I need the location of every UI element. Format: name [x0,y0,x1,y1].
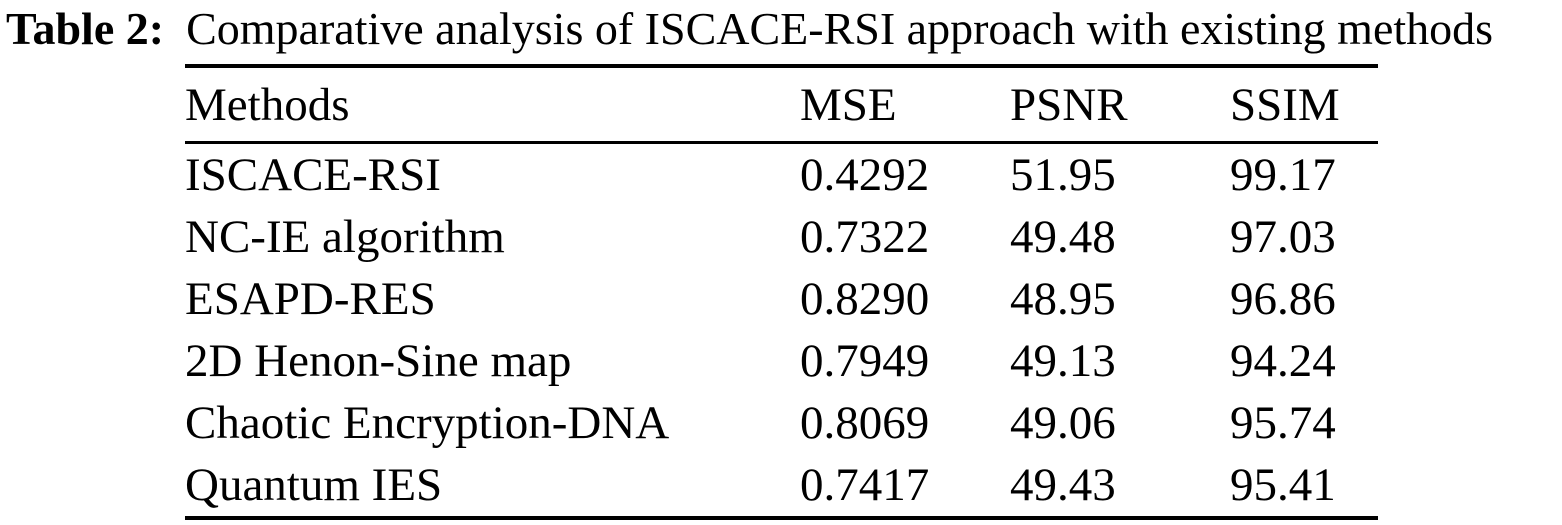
cell-mse: 0.8069 [800,397,930,449]
cell-method: ESAPD-RES [185,273,436,325]
cell-ssim: 94.24 [1230,335,1336,387]
table-caption-text: Comparative analysis of ISCACE-RSI appro… [186,3,1494,54]
column-header-mse: MSE [800,78,897,131]
cell-psnr: 51.95 [1010,149,1116,201]
results-table-container: Methods MSE PSNR SSIM ISCACE-RSI 0.4292 … [185,64,1378,520]
cell-psnr: 49.43 [1010,459,1116,511]
header-row: Methods MSE PSNR SSIM [185,66,1378,143]
cell-method: Quantum IES [185,459,443,511]
column-header-methods: Methods [185,78,350,131]
column-header-ssim: SSIM [1230,78,1340,131]
cell-ssim: 99.17 [1230,149,1336,201]
cell-mse: 0.7949 [800,335,930,387]
table-row: Chaotic Encryption-DNA 0.8069 49.06 95.7… [185,392,1378,454]
cell-method: ISCACE-RSI [185,149,441,201]
table-caption-label: Table 2: [6,3,165,54]
cell-ssim: 95.41 [1230,459,1336,511]
table-row: 2D Henon-Sine map 0.7949 49.13 94.24 [185,330,1378,392]
table-row: NC-IE algorithm 0.7322 49.48 97.03 [185,206,1378,268]
cell-method: Chaotic Encryption-DNA [185,397,670,449]
cell-mse: 0.8290 [800,273,930,325]
cell-method: 2D Henon-Sine map [185,335,572,387]
cell-method: NC-IE algorithm [185,211,505,263]
table-caption: Table 2: Comparative analysis of ISCACE-R… [6,0,1562,58]
table-row: ESAPD-RES 0.8290 48.95 96.86 [185,268,1378,330]
cell-psnr: 49.06 [1010,397,1116,449]
cell-mse: 0.7322 [800,211,930,263]
column-header-psnr: PSNR [1010,78,1128,131]
cell-mse: 0.4292 [800,149,930,201]
cell-ssim: 97.03 [1230,211,1336,263]
cell-ssim: 96.86 [1230,273,1336,325]
table-row: ISCACE-RSI 0.4292 51.95 99.17 [185,143,1378,207]
cell-psnr: 49.13 [1010,335,1116,387]
cell-psnr: 49.48 [1010,211,1116,263]
table-row: Quantum IES 0.7417 49.43 95.41 [185,454,1378,518]
cell-psnr: 48.95 [1010,273,1116,325]
results-table: Methods MSE PSNR SSIM ISCACE-RSI 0.4292 … [185,64,1378,520]
cell-mse: 0.7417 [800,459,930,511]
cell-ssim: 95.74 [1230,397,1336,449]
